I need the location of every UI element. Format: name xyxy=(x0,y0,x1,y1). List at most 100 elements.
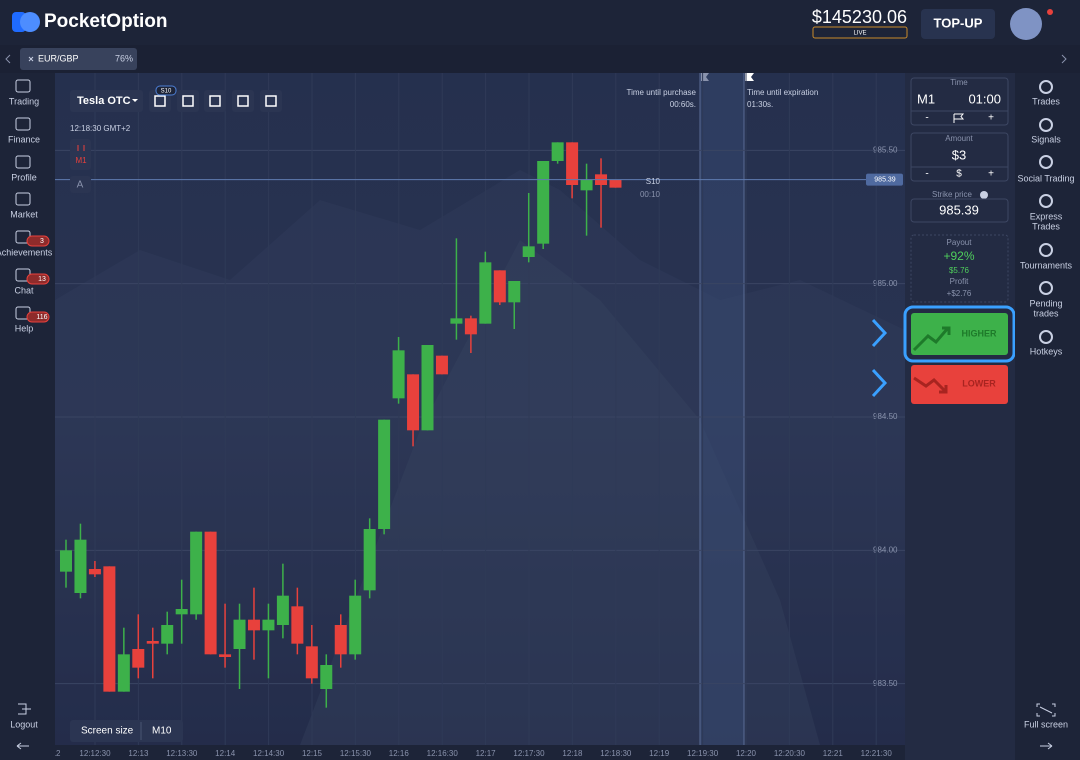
tabs-next[interactable] xyxy=(1061,54,1067,64)
nav-label[interactable]: Signals xyxy=(1031,134,1061,144)
payout-percent: +92% xyxy=(943,249,974,263)
higher-icon xyxy=(912,326,951,352)
nav-label[interactable]: Trades xyxy=(1032,96,1060,106)
candle-body xyxy=(291,606,304,644)
nav-label[interactable]: Express xyxy=(1030,211,1063,221)
nav-label[interactable]: Pending xyxy=(1029,298,1062,308)
strike-toggle[interactable] xyxy=(980,191,988,199)
fullscreen-icon[interactable] xyxy=(1036,703,1056,717)
time-minus[interactable]: - xyxy=(925,113,928,124)
tool-button[interactable] xyxy=(204,90,226,112)
time-flag[interactable] xyxy=(953,113,965,123)
asset-selector[interactable] xyxy=(70,90,143,112)
tab-payout[interactable]: 76% xyxy=(115,53,133,63)
x-tick-label: 12:17:30 xyxy=(513,749,545,758)
nav-icon[interactable] xyxy=(1039,243,1053,257)
nav-icon[interactable] xyxy=(1039,80,1053,94)
amount-currency[interactable]: $ xyxy=(956,169,962,180)
trade-panel xyxy=(905,73,1015,760)
nav-label[interactable]: Trades xyxy=(1032,221,1060,231)
drawing-label[interactable]: A xyxy=(77,180,84,191)
strike-box[interactable] xyxy=(910,198,1009,223)
tab-close[interactable] xyxy=(28,56,34,62)
screen-size-box[interactable] xyxy=(70,720,183,742)
expiration-flag xyxy=(745,73,754,81)
nav-label[interactable]: Help xyxy=(15,323,34,333)
candle-body xyxy=(378,419,391,529)
nav-icon[interactable] xyxy=(15,117,31,131)
y-tick-label: 985.50 xyxy=(873,145,898,154)
collapse-arrow[interactable] xyxy=(16,742,29,750)
lower-button[interactable] xyxy=(911,365,1008,404)
asset-name[interactable]: Tesla OTC xyxy=(77,95,131,107)
tabs-prev[interactable] xyxy=(5,54,11,64)
nav-icon[interactable] xyxy=(1039,281,1053,295)
expiration-timer-label: Time until expiration xyxy=(747,88,818,97)
collapse-arrow[interactable] xyxy=(1040,742,1053,750)
nav-icon[interactable] xyxy=(15,155,31,169)
topup-label[interactable]: TOP-UP xyxy=(934,15,983,30)
logout-label[interactable]: Logout xyxy=(10,719,38,729)
amount-box[interactable] xyxy=(910,132,1009,182)
live-badge xyxy=(812,26,908,39)
logout-icon[interactable] xyxy=(18,703,31,715)
candle-body xyxy=(103,566,116,692)
indicator-box[interactable] xyxy=(70,139,91,170)
nav-icon[interactable] xyxy=(15,192,31,206)
nav-label[interactable]: Market xyxy=(10,209,38,219)
avatar[interactable] xyxy=(1010,8,1042,40)
candle-body xyxy=(161,625,174,644)
asset-tab[interactable] xyxy=(20,48,137,70)
x-tick-label: 12:12:30 xyxy=(79,749,111,758)
nav-icon[interactable] xyxy=(1039,118,1053,132)
nav-icon[interactable] xyxy=(1039,155,1053,169)
nav-icon[interactable] xyxy=(15,79,31,93)
time-duration[interactable]: 01:00 xyxy=(968,91,1001,106)
nav-icon[interactable] xyxy=(1039,194,1053,208)
candle-body xyxy=(262,619,275,631)
candle-body xyxy=(233,619,246,649)
time-box[interactable] xyxy=(910,77,1009,126)
nav-label[interactable]: Profile xyxy=(11,172,37,182)
amount-minus[interactable]: - xyxy=(925,169,928,180)
y-tick-label: 985.00 xyxy=(873,279,898,288)
topup-button[interactable] xyxy=(921,9,995,39)
tool-icon xyxy=(182,95,194,107)
left-sidebar xyxy=(0,73,55,760)
indicator-label[interactable]: M1 xyxy=(75,156,87,165)
nav-label[interactable]: Finance xyxy=(8,134,40,144)
amount-value[interactable]: $3 xyxy=(952,147,966,162)
nav-label[interactable]: Social Trading xyxy=(1017,173,1074,183)
current-price-label: 985.39 xyxy=(874,177,896,184)
candle-body xyxy=(392,350,405,399)
tab-asset[interactable]: EUR/GBP xyxy=(38,53,79,63)
higher-label[interactable]: HIGHER xyxy=(961,328,997,338)
time-plus[interactable]: + xyxy=(988,113,994,124)
nav-badge xyxy=(26,311,50,323)
nav-label[interactable]: Chat xyxy=(14,285,34,295)
balance[interactable]: $145230.06 xyxy=(812,7,907,27)
candle-body xyxy=(60,550,72,572)
nav-label[interactable]: Trading xyxy=(9,96,39,106)
payout-box xyxy=(910,234,1009,303)
tool-button[interactable] xyxy=(177,90,199,112)
candle-body xyxy=(74,539,87,593)
drawing-box[interactable] xyxy=(70,176,91,193)
nav-label[interactable]: Tournaments xyxy=(1020,260,1073,270)
amount-plus[interactable]: + xyxy=(988,169,994,180)
screen-size-label[interactable]: Screen size xyxy=(81,726,134,737)
tool-button[interactable] xyxy=(260,90,282,112)
nav-icon[interactable] xyxy=(1039,330,1053,344)
right-sidebar xyxy=(1015,73,1080,760)
profit-value: +$2.76 xyxy=(947,289,972,298)
nav-label[interactable]: Hotkeys xyxy=(1030,346,1063,356)
time-frame[interactable]: M1 xyxy=(917,91,935,106)
nav-badge-label: 116 xyxy=(36,314,47,321)
nav-label[interactable]: trades xyxy=(1033,308,1059,318)
fullscreen-label[interactable]: Full screen xyxy=(1024,719,1068,729)
zoom-label[interactable]: M10 xyxy=(152,726,172,737)
tool-button[interactable] xyxy=(232,90,254,112)
higher-button[interactable] xyxy=(911,313,1008,355)
nav-label[interactable]: Achievements xyxy=(0,247,53,257)
lower-label[interactable]: LOWER xyxy=(962,378,996,388)
